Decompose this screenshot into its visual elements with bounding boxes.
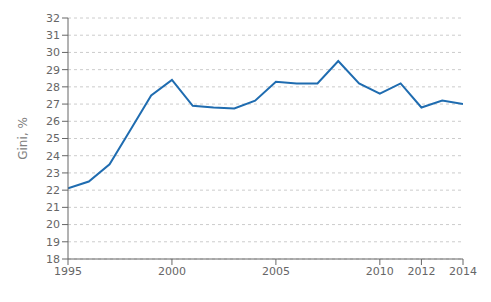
svg-text:23: 23 <box>46 167 60 180</box>
svg-text:31: 31 <box>46 29 60 42</box>
svg-text:2014: 2014 <box>449 265 477 278</box>
svg-text:20: 20 <box>46 218 60 231</box>
svg-text:29: 29 <box>46 64 60 77</box>
svg-text:1995: 1995 <box>54 265 82 278</box>
svg-text:25: 25 <box>46 132 60 145</box>
svg-text:21: 21 <box>46 201 60 214</box>
svg-text:2012: 2012 <box>407 265 435 278</box>
svg-text:2000: 2000 <box>158 265 186 278</box>
svg-text:22: 22 <box>46 184 60 197</box>
svg-text:26: 26 <box>46 115 60 128</box>
svg-text:Gini, %: Gini, % <box>16 117 30 160</box>
svg-text:19: 19 <box>46 236 60 249</box>
svg-text:2010: 2010 <box>366 265 394 278</box>
svg-text:32: 32 <box>46 12 60 25</box>
svg-text:27: 27 <box>46 98 60 111</box>
svg-text:30: 30 <box>46 46 60 59</box>
svg-text:2005: 2005 <box>262 265 290 278</box>
svg-text:18: 18 <box>46 253 60 266</box>
svg-text:24: 24 <box>46 150 60 163</box>
svg-text:28: 28 <box>46 81 60 94</box>
